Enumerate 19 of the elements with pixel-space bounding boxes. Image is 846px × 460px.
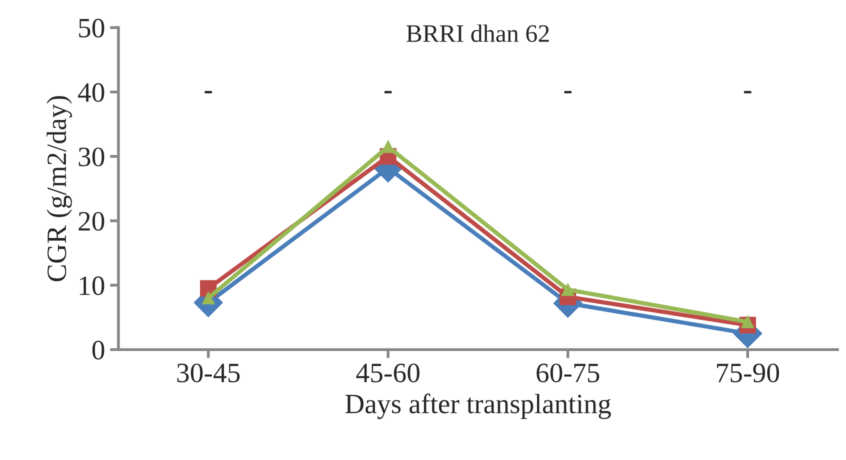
y-axis-title: CGR (g/m2/day) [46,96,72,282]
x-tick-label: 75-90 [717,364,779,382]
point [202,292,215,304]
annotation: - [204,90,212,94]
chart-title: BRRI dhan 62 [406,24,549,42]
annotation: - [564,90,572,94]
y-tick-label: 20 [78,212,104,231]
y-tick-label: 10 [80,276,104,296]
point [562,283,574,296]
x-tick-label: 30-45 [177,364,240,382]
y-tick-label: 40 [78,83,104,102]
y-tick-label: 0 [92,340,104,360]
x-tick-label: 45-60 [356,364,420,382]
y-tick-label: 50 [79,18,104,38]
x-tick-label: 60-75 [536,364,600,382]
annotation: - [384,90,392,94]
y-tick-label: 30 [78,148,104,166]
x-axis-title: Days after transplanting [345,394,611,420]
annotation: - [744,90,752,94]
